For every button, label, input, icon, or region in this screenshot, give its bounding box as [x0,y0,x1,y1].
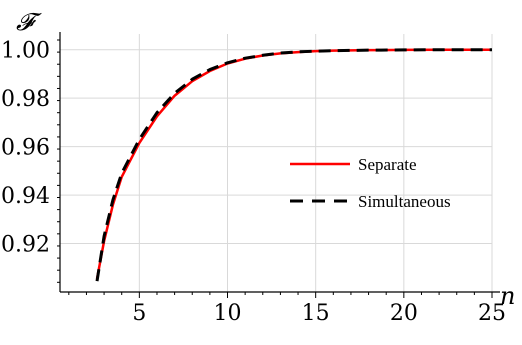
legend-label-separate: Separate [358,155,417,174]
legend: Separate Simultaneous [290,155,451,211]
x-tick-label: 20 [390,301,418,326]
x-axis-title: n [500,282,515,310]
grid [60,34,493,292]
x-tick-label: 10 [214,301,242,326]
legend-label-simultaneous: Simultaneous [358,192,451,211]
y-tick-label: 0.94 [1,184,50,209]
series-lines [95,48,492,282]
x-tick-label: 25 [478,301,506,326]
x-tick-label: 15 [302,301,330,326]
y-tick-label: 0.96 [1,136,50,161]
y-tick-label: 1.00 [1,39,50,64]
y-axis-title: 𝓕 [16,8,42,36]
series-line-simultaneous [95,48,492,282]
x-tick-label: 5 [132,301,146,326]
axes [57,32,500,298]
y-tick-label: 0.98 [1,87,50,112]
tick-labels: 5 10 15 20 25 0.92 0.94 0.96 0.98 1.00 𝓕n [1,8,515,326]
y-tick-label: 0.92 [1,233,50,258]
